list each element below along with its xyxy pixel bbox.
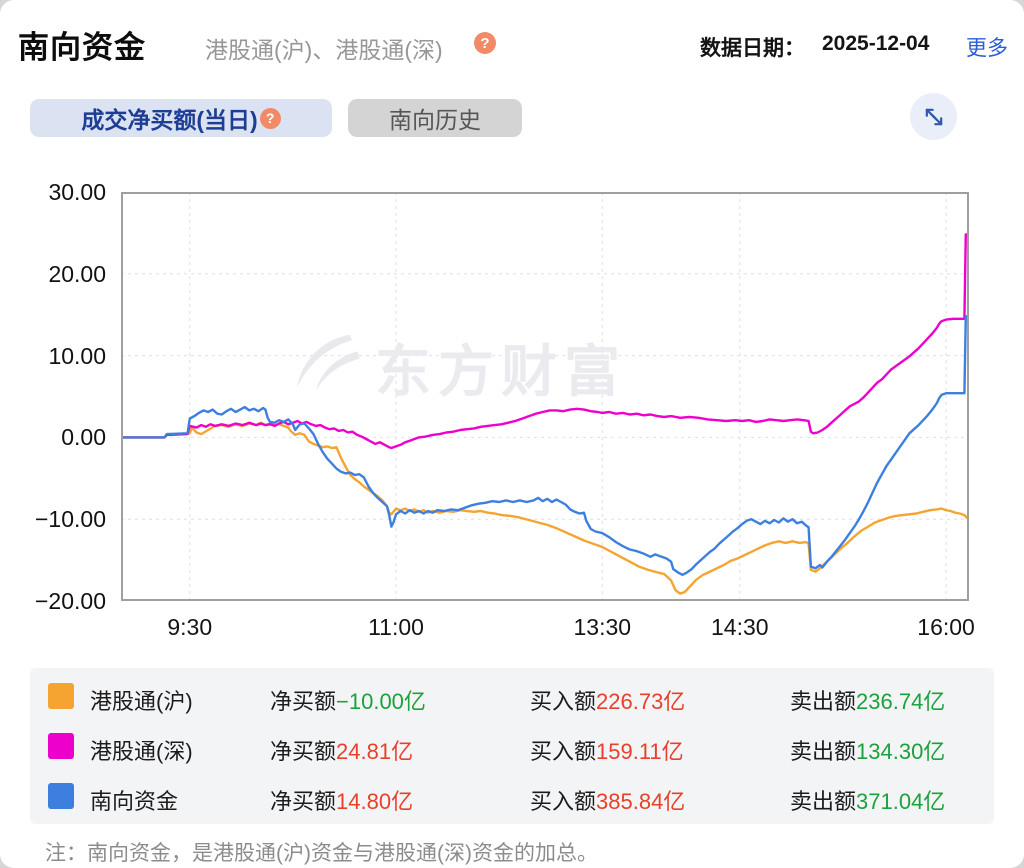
page-subtitle: 港股通(沪)、港股通(深) xyxy=(205,37,443,63)
tab-net-buy-today[interactable]: 成交净买额(当日) ? xyxy=(30,99,332,137)
y-axis-label: 30.00 xyxy=(48,179,106,205)
x-axis: 9:30 11:00 13:30 14:30 16:00 xyxy=(0,614,1024,644)
series-name: 港股通(深) xyxy=(90,739,193,764)
x-axis-label: 9:30 xyxy=(167,614,213,640)
legend-panel: 港股通(沪) 净买额−10.00亿 买入额226.73亿 卖出额236.74亿 … xyxy=(30,668,994,824)
y-axis-label: 20.00 xyxy=(48,260,106,287)
buy-amount-value: 385.84亿 xyxy=(596,789,686,814)
x-axis-label: 13:30 xyxy=(573,614,632,640)
expand-diagonal-arrows-icon xyxy=(925,108,942,125)
tab-southbound-history-label: 南向历史 xyxy=(389,107,481,133)
sell-amount-label: 卖出额 xyxy=(790,739,857,764)
x-axis-label: 16:00 xyxy=(917,614,975,640)
y-axis-label: −20.00 xyxy=(35,588,106,614)
sell-amount-value: 236.74亿 xyxy=(856,689,946,714)
net-buy-label: 净买额 xyxy=(270,789,337,814)
data-date-label: 数据日期： xyxy=(700,37,805,60)
series-name: 港股通(沪) xyxy=(90,689,193,714)
series-name: 南向资金 xyxy=(90,789,179,814)
footnote: 注：南向资金，是港股通(沪)资金与港股通(深)资金的加总。 xyxy=(45,842,598,865)
help-icon[interactable]: ? xyxy=(259,107,281,129)
series-swatch-magenta xyxy=(48,733,74,759)
net-buy-value: −10.00亿 xyxy=(336,689,426,714)
more-link[interactable]: 更多 xyxy=(966,37,1008,60)
y-axis-label: −10.00 xyxy=(35,506,106,533)
x-axis-label: 11:00 xyxy=(368,614,424,640)
buy-amount-value: 159.11亿 xyxy=(596,739,684,764)
buy-amount-value: 226.73亿 xyxy=(596,689,686,714)
y-axis-label: 10.00 xyxy=(48,342,106,369)
sell-amount-value: 371.04亿 xyxy=(856,789,946,814)
legend-row-hu: 港股通(沪) 净买额−10.00亿 买入额226.73亿 卖出额236.74亿 xyxy=(30,683,994,714)
series-swatch-blue xyxy=(48,783,74,809)
buy-amount-label: 买入额 xyxy=(530,739,597,764)
legend-row-southbound: 南向资金 净买额14.80亿 买入额385.84亿 卖出额371.04亿 xyxy=(30,783,994,814)
buy-amount-label: 买入额 xyxy=(530,789,597,814)
data-date-value: 2025-12-04 xyxy=(822,32,930,55)
help-icon[interactable]: ? xyxy=(474,32,496,54)
net-buy-value: 14.80亿 xyxy=(336,789,414,814)
legend-row-shen: 港股通(深) 净买额24.81亿 买入额159.11亿 卖出额134.30亿 xyxy=(30,733,994,764)
tab-southbound-history[interactable]: 南向历史 xyxy=(348,99,522,137)
net-buy-label: 净买额 xyxy=(270,689,337,714)
sell-amount-label: 卖出额 xyxy=(790,789,857,814)
y-axis-label: 0.00 xyxy=(61,424,106,451)
net-buy-label: 净买额 xyxy=(270,739,337,764)
net-buy-value: 24.81亿 xyxy=(336,739,414,764)
expand-button[interactable] xyxy=(910,93,957,140)
buy-amount-label: 买入额 xyxy=(530,689,597,714)
tab-net-buy-today-label: 成交净买额(当日) xyxy=(81,107,258,133)
chart-plot-area: 东方财富 xyxy=(119,192,971,601)
x-axis-label: 14:30 xyxy=(711,614,769,640)
page-title: 南向资金 xyxy=(18,30,146,65)
series-swatch-orange xyxy=(48,683,74,709)
line-chart xyxy=(119,192,971,601)
sell-amount-label: 卖出额 xyxy=(790,689,857,714)
sell-amount-value: 134.30亿 xyxy=(856,739,946,764)
